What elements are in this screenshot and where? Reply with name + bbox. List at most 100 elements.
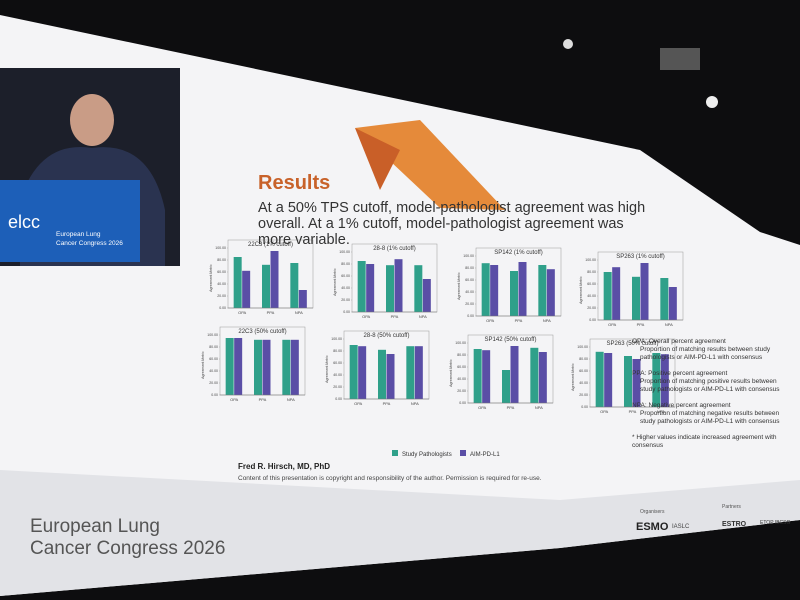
y-tick-label: 100.00	[339, 250, 350, 254]
y-tick-label: 40.00	[341, 286, 350, 290]
chart-title: 28-8 (1% cutoff)	[373, 246, 416, 252]
speaker-head	[70, 94, 114, 146]
y-tick-label: 80.00	[465, 266, 474, 270]
bar	[473, 349, 482, 403]
x-tick-label: OPA	[600, 409, 608, 414]
inset-caption: Cancer Congress 2026	[56, 240, 123, 247]
y-tick-label: 20.00	[333, 385, 342, 389]
y-axis-label: Agreement Metric	[457, 272, 461, 300]
x-tick-label: NPA	[287, 397, 295, 402]
y-tick-label: 80.00	[341, 262, 350, 266]
x-tick-label: OPA	[238, 310, 246, 315]
definitions: OPA: Overall percent agreement Proportion…	[632, 330, 782, 450]
y-tick-label: 80.00	[217, 258, 226, 262]
footer-line: European Lung	[30, 516, 160, 537]
y-tick-label: 0.00	[467, 314, 474, 318]
congress-footer: European Lung Cancer Congress 2026	[30, 516, 225, 560]
chart-title: 22C3 (50% cutoff)	[238, 329, 286, 335]
bar	[546, 269, 555, 316]
bar	[386, 265, 394, 312]
x-tick-label: OPA	[608, 322, 616, 327]
podium	[0, 180, 140, 262]
bar	[270, 251, 279, 308]
y-tick-label: 60.00	[579, 369, 588, 373]
y-tick-label: 20.00	[587, 306, 596, 310]
x-tick-label: PPA	[637, 322, 645, 327]
y-axis-label: Agreement Metric	[209, 264, 213, 292]
x-tick-label: NPA	[543, 318, 551, 323]
y-tick-label: 0.00	[343, 310, 350, 314]
bar	[652, 353, 661, 407]
y-tick-label: 80.00	[333, 349, 342, 353]
bar	[518, 262, 527, 316]
y-tick-label: 60.00	[209, 357, 218, 361]
y-axis-label: Agreement Metric	[333, 268, 337, 296]
inset-caption: European Lung	[56, 231, 101, 238]
x-tick-label: PPA	[391, 314, 399, 319]
definition-text: Proportion of matching results between s…	[640, 346, 771, 361]
x-tick-label: PPA	[383, 401, 391, 406]
chart-title: 22C3 (1% cutoff)	[248, 242, 293, 248]
y-tick-label: 0.00	[589, 318, 596, 322]
bar	[595, 351, 604, 407]
bar	[510, 271, 518, 316]
chart-title: SP263 (1% cutoff)	[616, 254, 665, 260]
y-tick-label: 20.00	[217, 294, 226, 298]
x-tick-label: NPA	[419, 314, 427, 319]
partner-logo: ETOP IBCSG	[760, 520, 790, 526]
y-tick-label: 100.00	[463, 254, 474, 258]
y-tick-label: 80.00	[457, 353, 466, 357]
bar	[358, 346, 367, 399]
slide-footer-band	[0, 470, 800, 596]
bar	[422, 279, 431, 312]
bar	[603, 272, 612, 320]
bar	[290, 339, 299, 395]
x-tick-label: OPA	[362, 314, 370, 319]
y-tick-label: 100.00	[455, 341, 466, 345]
bar	[262, 264, 270, 308]
x-tick-label: OPA	[486, 318, 494, 323]
author: Fred R. Hirsch, MD, PhD	[238, 462, 331, 471]
bar	[640, 263, 649, 320]
x-tick-label: NPA	[665, 322, 673, 327]
definition-text: Proportion of matching negative results …	[640, 410, 780, 425]
organisers-label: Organisers	[640, 509, 665, 515]
y-axis-label: Agreement Metric	[571, 363, 575, 391]
decor-shape	[355, 120, 505, 210]
y-tick-label: 40.00	[465, 290, 474, 294]
y-axis-label: Agreement Metric	[449, 359, 453, 387]
bar	[394, 259, 403, 312]
legend-swatch	[392, 450, 398, 456]
x-tick-label: PPA	[267, 310, 275, 315]
y-tick-label: 60.00	[587, 282, 596, 286]
chart-title: 28-8 (50% cutoff)	[364, 333, 410, 339]
x-tick-label: OPA	[478, 405, 486, 410]
stage-light	[563, 39, 573, 49]
bar	[538, 352, 547, 403]
y-tick-label: 20.00	[341, 298, 350, 302]
copyright: Content of this presentation is copyrigh…	[238, 475, 542, 482]
bar	[604, 353, 613, 407]
y-tick-label: 80.00	[579, 357, 588, 361]
y-tick-label: 0.00	[581, 405, 588, 409]
y-tick-label: 20.00	[465, 302, 474, 306]
bar	[502, 370, 510, 403]
bar	[262, 339, 271, 395]
partner-logo: ESTRO	[722, 521, 747, 528]
legend-label: Study Pathologists	[402, 452, 452, 458]
y-tick-label: 20.00	[457, 389, 466, 393]
y-tick-label: 40.00	[457, 377, 466, 381]
chart-title: SP142 (50% cutoff)	[485, 337, 537, 343]
x-tick-label: PPA	[259, 397, 267, 402]
bar	[406, 346, 415, 399]
bar	[490, 265, 499, 316]
y-axis-label: Agreement Metric	[579, 276, 583, 304]
bar	[225, 338, 234, 395]
x-tick-label: OPA	[354, 401, 362, 406]
bar	[668, 287, 677, 320]
x-tick-label: PPA	[629, 409, 637, 414]
legend-label: AIM-PD-L1	[470, 452, 500, 458]
slide-subtitle: At a 50% TPS cutoff, model-pathologist a…	[258, 200, 646, 248]
